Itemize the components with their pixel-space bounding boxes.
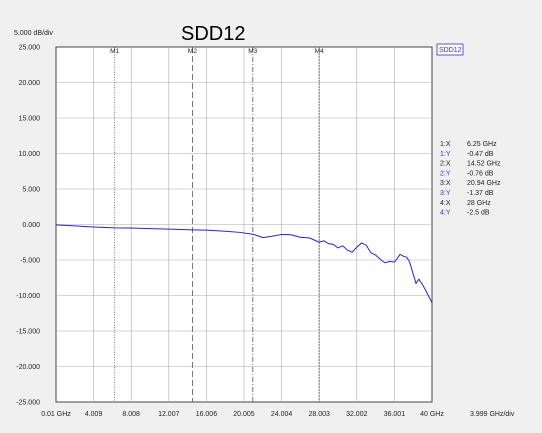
y-tick-label: 5.000 — [22, 187, 40, 194]
x-tick-label: 4.009 — [85, 411, 103, 418]
readout-label: 2:Y — [440, 170, 451, 177]
x-tick-label: 0.01 GHz — [41, 411, 71, 418]
readout-label: 3:X — [440, 180, 451, 187]
x-tick-label: 28.003 — [308, 411, 330, 418]
readout-value: -0.76 dB — [467, 170, 494, 177]
marker-label-m1: M1 — [110, 48, 119, 55]
x-tick-label: 40 GHz — [420, 411, 444, 418]
readout-label: 2:X — [440, 161, 451, 168]
y-tick-label: 15.000 — [19, 116, 41, 123]
x-tick-label: 32.002 — [346, 411, 368, 418]
y-tick-label: 20.000 — [19, 80, 41, 87]
legend-entry[interactable]: SDD12 — [439, 47, 462, 54]
readout-value: 6.25 GHz — [467, 141, 497, 148]
x-per-div-label: 3.999 GHz/div — [470, 411, 515, 418]
readout-value: 20.94 GHz — [467, 180, 501, 187]
y-tick-label: 10.000 — [19, 151, 41, 158]
marker-lines: M1 M2 M3 M4 — [110, 47, 324, 402]
scale-per-div-label: 5.000 dB/div — [14, 30, 53, 37]
readout-value: -1.37 dB — [467, 190, 494, 197]
sdd12-trace — [55, 224, 433, 303]
x-axis-ticks: 0.01 GHz 4.009 8.008 12.007 16.006 20.005 24.0… — [41, 411, 444, 418]
marker-label-m3: M3 — [248, 48, 257, 55]
y-tick-label: -5.000 — [20, 258, 40, 265]
readout-value: 14.52 GHz — [467, 161, 501, 168]
x-tick-label: 20.005 — [233, 411, 255, 418]
readout-label: 3:Y — [440, 190, 451, 197]
readout-value: 28 GHz — [467, 200, 491, 207]
readout-label: 1:Y — [440, 151, 451, 158]
y-tick-label: 25.000 — [19, 45, 41, 52]
x-tick-label: 8.008 — [122, 411, 140, 418]
x-tick-label: 12.007 — [158, 411, 180, 418]
chart-title: SDD12 — [181, 23, 245, 45]
readout-label: 4:Y — [440, 210, 451, 217]
readout-label: 1:X — [440, 141, 451, 148]
y-tick-label: 0.000 — [22, 222, 40, 229]
readout-value: -2.5 dB — [467, 210, 490, 217]
y-tick-label: -15.000 — [16, 329, 40, 336]
legend-box[interactable] — [436, 43, 464, 56]
x-tick-label: 36.001 — [384, 411, 406, 418]
marker-label-m4: M4 — [315, 48, 324, 55]
x-tick-label: 16.006 — [196, 411, 218, 418]
y-tick-label: -20.000 — [16, 364, 40, 371]
readout-label: 4:X — [440, 200, 451, 207]
marker-readout: 1:X 6.25 GHz 1:Y -0.47 dB 2:X 14.52 GHz 2:Y -0.… — [440, 141, 501, 217]
readout-value: -0.47 dB — [467, 151, 494, 158]
y-tick-label: -10.000 — [16, 293, 40, 300]
y-axis-ticks: 25.000 20.000 15.000 10.000 5.000 0.000 -5.000… — [16, 45, 40, 407]
y-tick-label: -25.000 — [16, 400, 40, 407]
x-tick-label: 24.004 — [271, 411, 293, 418]
marker-label-m2: M2 — [188, 48, 197, 55]
